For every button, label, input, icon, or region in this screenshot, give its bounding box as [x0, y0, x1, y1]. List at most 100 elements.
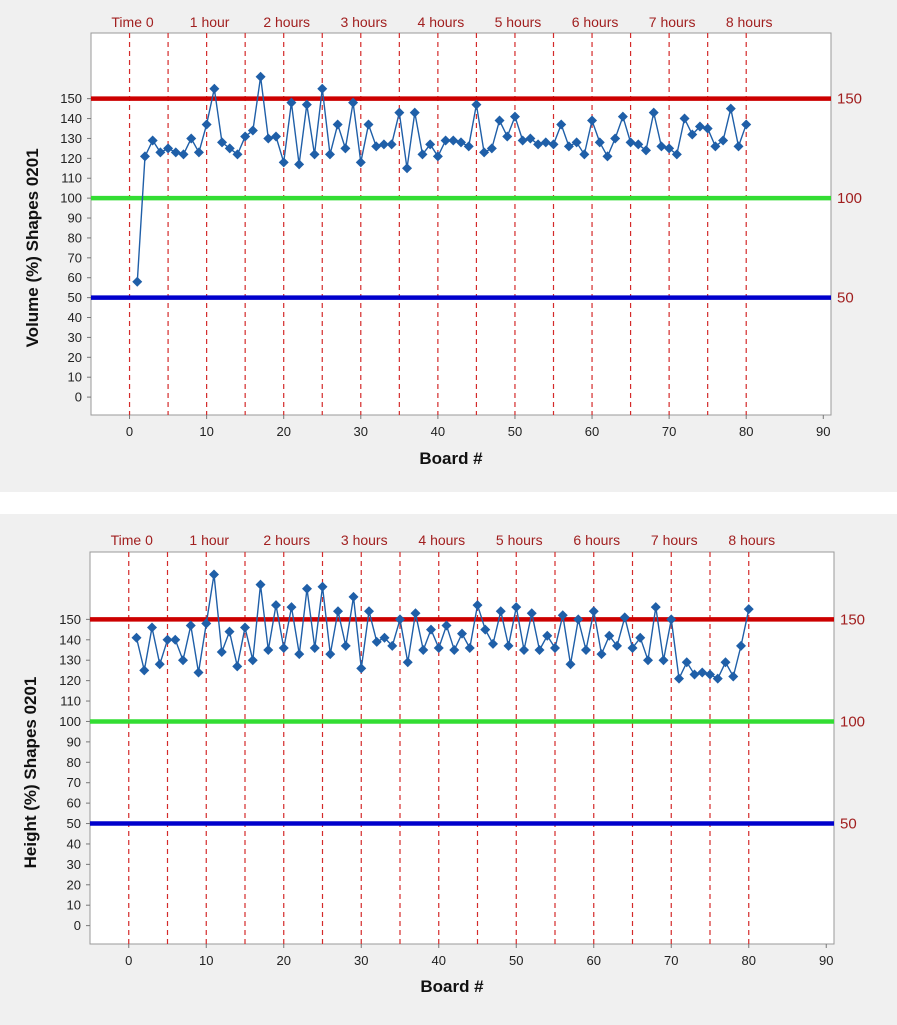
chart0-data-point — [671, 149, 682, 160]
chart0-data-point — [363, 119, 374, 130]
chart0-data-point — [294, 159, 305, 170]
chart1-data-point — [387, 640, 398, 651]
chart0-data-point — [402, 163, 413, 174]
chart1-x-tick-label: 90 — [819, 953, 833, 968]
chart1-data-point — [209, 569, 219, 580]
chart0-data-point — [733, 141, 744, 152]
chart1-data-point — [402, 657, 413, 668]
chart1-data-point — [464, 642, 475, 653]
chart0-time-label: 2 hours — [263, 14, 310, 30]
chart1-data-point — [379, 632, 390, 643]
chart1-y-tick-label: 0 — [74, 918, 81, 933]
chart1-data-point — [201, 618, 212, 629]
chart0-data-point — [394, 107, 405, 118]
chart1-data-point — [650, 602, 661, 613]
chart1-data-point — [395, 614, 405, 625]
chart1-data-point — [216, 647, 227, 658]
chart1-data-point — [418, 645, 429, 655]
chart1-data-point — [317, 581, 328, 592]
volume-chart-panel: Time 0 1 hour 2 hours 3 hours 4 hours 5 hours… — [0, 0, 897, 492]
chart1-data-point — [627, 642, 638, 653]
chart1-y-tick-label: 40 — [67, 836, 81, 851]
chart0-data-point — [340, 143, 351, 154]
panel-divider — [0, 492, 897, 514]
chart1-data-point — [503, 640, 514, 651]
chart1-data-point — [526, 608, 537, 619]
chart1-data-point — [565, 659, 576, 670]
chart1-data-point — [488, 638, 498, 649]
chart1-x-tick-label: 0 — [125, 953, 132, 968]
chart1-time-label: Time 0 — [111, 532, 153, 548]
chart0-y-tick-label: 0 — [75, 390, 82, 405]
chart0-y-tick-label: 140 — [60, 111, 82, 126]
chart0-time-label: 7 hours — [649, 14, 696, 30]
chart0-data-point — [193, 147, 204, 158]
chart0-data-point — [594, 137, 605, 148]
chart1-data-point — [364, 606, 374, 617]
chart0-data-point — [139, 151, 150, 162]
chart0-x-tick-label: 10 — [199, 424, 213, 439]
chart1-data-point — [681, 657, 692, 668]
chart1-reference-label: 150 — [840, 611, 865, 628]
chart1-time-label: 8 hours — [728, 532, 775, 548]
chart0-data-point — [155, 147, 166, 158]
chart1-x-axis-title: Board # — [420, 977, 484, 996]
chart1-y-tick-label: 10 — [67, 898, 81, 913]
chart0-data-point — [324, 149, 335, 160]
chart0-data-point — [186, 133, 197, 144]
chart0-time-label: 8 hours — [726, 14, 773, 30]
chart1-y-tick-label: 90 — [67, 734, 81, 749]
chart1-data-point — [588, 606, 599, 617]
chart0-data-point — [132, 276, 143, 287]
chart1-data-point — [271, 600, 281, 611]
chart0-y-tick-label: 50 — [68, 290, 82, 305]
chart0-data-point — [702, 123, 713, 134]
chart0-data-point — [409, 107, 420, 118]
chart1-data-point — [263, 645, 274, 655]
chart0-data-point — [240, 131, 251, 142]
chart0-reference-label: 100 — [837, 190, 862, 207]
chart0-data-point — [355, 157, 366, 168]
height-chart: Time 0 1 hour 2 hours 3 hours 4 hours 5 hours… — [21, 532, 865, 996]
chart1-time-label: 4 hours — [418, 532, 465, 548]
chart0-data-point — [587, 115, 598, 126]
chart0-y-tick-label: 100 — [60, 191, 82, 206]
chart0-data-point — [224, 143, 235, 154]
chart1-data-point — [193, 667, 204, 678]
chart0-data-point — [417, 149, 428, 160]
chart1-y-tick-label: 80 — [67, 755, 81, 770]
chart1-data-point — [139, 665, 150, 676]
chart1-data-point — [278, 642, 289, 653]
chart1-y-tick-label: 100 — [59, 714, 81, 729]
chart1-data-point — [309, 642, 320, 653]
chart0-data-point — [664, 143, 675, 154]
chart0-data-point — [556, 119, 567, 130]
chart1-y-tick-label: 110 — [60, 694, 81, 709]
chart0-y-tick-label: 130 — [60, 131, 82, 146]
chart0-y-tick-label: 150 — [60, 91, 82, 106]
chart0-data-point — [309, 149, 320, 160]
chart0-data-point — [332, 119, 343, 130]
chart1-data-point — [635, 632, 646, 643]
chart0-data-point — [633, 139, 644, 150]
chart1-data-point — [178, 655, 188, 666]
chart1-data-point — [162, 634, 173, 645]
chart0-data-point — [378, 139, 389, 150]
chart0-x-axis-title: Board # — [419, 449, 483, 468]
chart1-data-point — [255, 579, 266, 590]
chart1-time-label: 1 hour — [189, 532, 229, 548]
chart0-y-tick-label: 60 — [68, 270, 82, 285]
chart1-data-point — [247, 655, 258, 666]
chart0-data-point — [687, 129, 698, 140]
chart1-data-point — [720, 657, 731, 668]
chart1-data-point — [333, 606, 343, 617]
chart0-y-axis-title: Volume (%) Shapes 0201 — [23, 148, 42, 347]
chart0-data-point — [456, 137, 466, 148]
chart0-x-tick-label: 60 — [585, 424, 599, 439]
chart1-data-point — [519, 645, 529, 655]
chart1-data-point — [666, 614, 677, 625]
chart0-x-tick-label: 20 — [276, 424, 290, 439]
chart1-data-point — [674, 673, 684, 684]
chart1-plot-area — [89, 551, 835, 945]
chart1-y-tick-label: 140 — [59, 632, 81, 647]
